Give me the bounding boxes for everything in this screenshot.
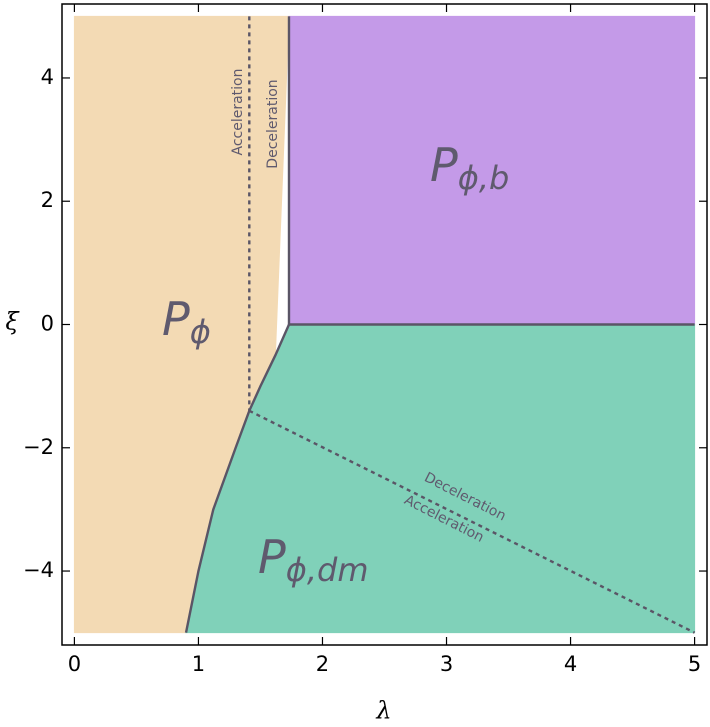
annotation: Acceleration [230,69,246,156]
x-tick-label: 4 [564,652,577,676]
dashed-boundary [248,409,696,634]
y-tick-label: 4 [41,65,54,89]
annotation: Deceleration [265,79,281,168]
x-tick-label: 5 [688,652,701,676]
boundary [184,324,291,633]
x-axis-label: λ [375,697,391,725]
region-label: Pϕ,b [430,138,509,198]
x-tick-label: 1 [192,652,205,676]
region-label-main: P [430,138,458,192]
region-label-sub: ϕ,dm [286,551,369,589]
y-axis-label: ξ [5,308,20,336]
region-label: Pϕ [162,292,211,352]
x-tick-label: 3 [440,652,453,676]
x-tick-label: 2 [316,652,329,676]
region-label-sub: ϕ,b [458,159,510,197]
y-tick-label: 0 [41,312,54,336]
region-label: Pϕ,dm [258,530,369,590]
y-tick-label: −4 [23,558,54,582]
region-label-main: P [162,292,190,346]
region-label-sub: ϕ [190,313,211,351]
region-label-main: P [258,530,286,584]
y-tick-label: −2 [23,435,54,459]
x-tick-label: 0 [68,652,81,676]
y-tick-label: 2 [41,188,54,212]
